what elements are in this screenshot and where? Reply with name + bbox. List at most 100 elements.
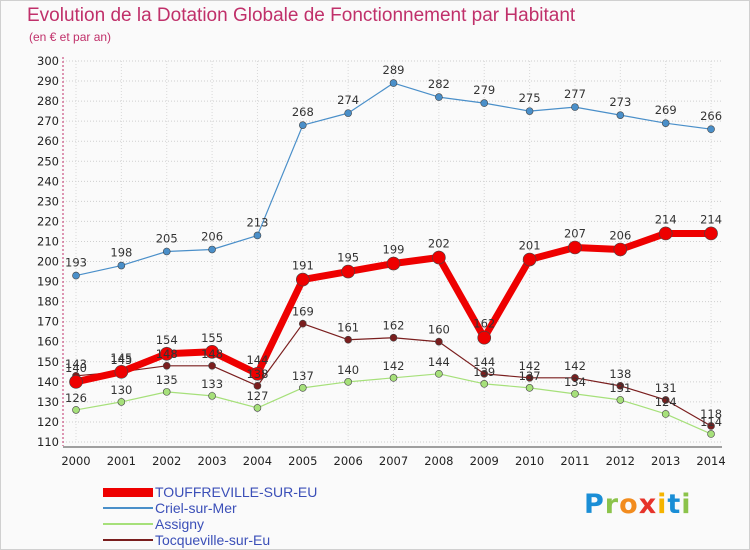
x-tick-label: 2006 [334,454,363,468]
data-point [568,240,582,255]
data-label: 138 [609,367,631,381]
y-tick-label: 270 [37,114,59,128]
y-tick-label: 220 [37,214,59,228]
data-point [477,330,492,345]
data-point [435,93,443,101]
data-point [208,361,216,370]
x-tick-label: 2002 [152,454,181,468]
data-point [707,125,715,133]
data-label: 143 [65,357,87,371]
logo-letter: i [681,489,692,520]
y-tick-label: 120 [37,415,59,429]
data-point [571,103,579,111]
y-tick-label: 110 [37,435,59,449]
series-criel-sur-mer [72,79,715,280]
x-tick-label: 2001 [107,454,136,468]
data-point [480,380,489,388]
x-tick-label: 2004 [243,454,272,468]
data-label: 169 [292,305,314,319]
chart-subtitle: (en € et par an) [29,30,112,44]
data-point [208,245,216,254]
data-point [707,430,715,438]
data-label: 133 [201,377,223,391]
chart-title: Evolution de la Dotation Globale de Fonc… [27,5,576,26]
legend-swatch [103,507,153,509]
x-tick-label: 2005 [288,454,317,468]
x-tick-label: 2014 [696,454,725,468]
data-point [295,272,310,287]
y-tick-label: 190 [37,275,59,289]
data-label: 131 [655,381,677,395]
axes: 110 120 130 140 150 160 170 180 190 200 210 220 230 2… [37,54,726,468]
data-label: 154 [156,333,178,347]
data-label: 126 [65,391,87,405]
data-label: 162 [473,317,495,331]
data-label: 139 [473,365,495,379]
data-point [704,226,718,241]
data-label: 162 [383,319,405,333]
data-point [386,256,401,271]
data-point [72,271,80,280]
data-point [480,370,489,378]
data-label: 142 [564,359,586,373]
y-tick-label: 140 [37,375,59,389]
data-point [298,319,307,328]
x-tick-label: 2011 [560,454,589,468]
data-point [114,365,129,379]
data-label: 207 [564,226,586,240]
data-point [432,250,446,265]
data-label: 140 [65,361,87,375]
data-point [250,367,265,381]
data-label: 282 [428,77,450,91]
x-tick-label: 2009 [470,454,499,468]
data-point [344,109,352,117]
y-tick-label: 150 [37,355,59,369]
proxiti-logo: Proxiti [584,489,692,520]
data-label: 206 [609,228,631,242]
legend-swatch [103,523,153,525]
data-point [616,396,625,404]
data-point [525,384,534,392]
data-point [208,392,216,400]
data-point [571,390,579,398]
data-label: 277 [564,87,586,101]
logo-letter: r [604,489,620,520]
data-point [253,231,262,240]
data-label: 127 [246,389,268,403]
data-label: 155 [201,331,223,345]
data-point [298,121,307,129]
data-point [661,396,670,404]
logo-letter: o [619,489,639,520]
data-point [616,111,625,119]
data-label: 131 [609,381,631,395]
data-label: 161 [337,321,359,335]
y-tick-label: 160 [37,335,59,349]
y-tick-label: 130 [37,395,59,409]
data-point [707,422,715,430]
data-label: 124 [655,395,677,409]
x-tick-label: 2010 [515,454,544,468]
data-point [344,335,352,344]
y-tick-label: 250 [37,154,59,168]
data-label: 206 [201,229,223,243]
data-point [522,252,537,267]
data-label: 289 [383,63,405,77]
data-label: 144 [246,353,268,367]
data-labels: 193 198 205 206 213 268 274 289 282 279 275 277 273 2… [65,63,722,429]
logo-letter: t [667,489,682,520]
data-point [525,374,534,382]
data-point [435,337,443,346]
data-label: 118 [700,407,722,421]
data-label: 202 [428,237,450,251]
logo-letter: x [638,489,658,520]
data-point [344,378,352,386]
data-point [389,79,398,87]
data-label: 198 [110,246,132,260]
legend-label: TOUFFREVILLE-SUR-EU [155,484,318,500]
data-point [253,404,262,412]
data-label: 114 [700,415,722,429]
data-label: 135 [156,373,178,387]
data-label: 214 [700,212,722,226]
data-label: 213 [246,215,268,229]
